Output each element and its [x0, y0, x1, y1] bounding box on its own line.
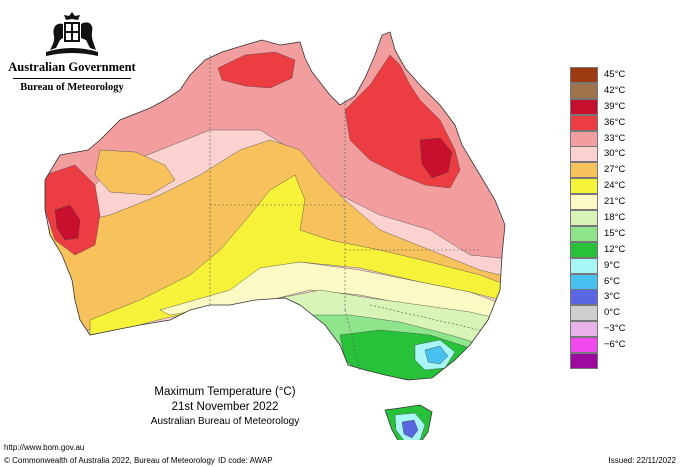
legend-label: −6°C [604, 339, 626, 351]
legend-label: 6°C [604, 275, 620, 287]
legend-label: 15°C [604, 227, 626, 239]
legend-swatch [570, 273, 598, 290]
legend-swatch [570, 162, 598, 179]
legend-label: 12°C [604, 243, 626, 255]
coat-of-arms-icon [46, 12, 98, 56]
state-borders [209, 55, 481, 371]
mainland-coastline [44, 31, 506, 381]
mainland-temperature-bands [45, 32, 505, 380]
legend-swatch [570, 241, 598, 258]
legend-swatch [570, 225, 598, 242]
legend-swatch [570, 114, 598, 131]
legend-swatch [570, 98, 598, 115]
australia-temperature-map [44, 31, 506, 440]
copyright-text: © Commonwealth of Australia 2022, Bureau… [4, 456, 215, 465]
legend-label: 0°C [604, 307, 620, 319]
legend-swatch [570, 178, 598, 195]
legend-swatch [570, 289, 598, 306]
legend-label: 21°C [604, 196, 626, 208]
government-name: Australian Government [8, 60, 136, 74]
legend-label: −3°C [604, 323, 626, 335]
legend-label: 42°C [604, 84, 626, 96]
legend-label: 24°C [604, 180, 626, 192]
id-code: ID code: AWAP [218, 456, 273, 465]
tasmania-coastline [384, 404, 433, 440]
issued-date: Issued: 22/11/2022 [608, 456, 676, 465]
legend-label: 36°C [604, 116, 626, 128]
legend-label: 30°C [604, 148, 626, 160]
logo-block: Australian Government Bureau of Meteorol… [8, 10, 136, 93]
legend-swatch [570, 321, 598, 338]
legend-swatch [570, 146, 598, 163]
legend-swatch [570, 305, 598, 322]
map-title: Maximum Temperature (°C) [154, 386, 296, 398]
logo-divider [13, 78, 131, 79]
map-title-block: Maximum Temperature (°C) 21st November 2… [120, 385, 330, 428]
legend-swatch [570, 337, 598, 354]
legend-label: 33°C [604, 132, 626, 144]
legend-swatch [570, 67, 598, 83]
legend-label: 18°C [604, 212, 626, 224]
legend-label: 39°C [604, 100, 626, 112]
legend-swatch [570, 257, 598, 274]
legend-swatch [570, 130, 598, 147]
bureau-name: Bureau of Meteorology [20, 82, 124, 93]
legend-label: 45°C [604, 69, 626, 80]
map-date: 21st November 2022 [171, 401, 279, 413]
legend-swatch [570, 82, 598, 99]
map-agency: Australian Bureau of Meteorology [150, 416, 300, 427]
website-link[interactable]: http://www.bom.gov.au [4, 443, 85, 452]
tasmania-temperature-bands [385, 405, 432, 440]
legend-swatch [570, 194, 598, 211]
legend-swatch [570, 353, 598, 370]
legend-label: 27°C [604, 164, 626, 176]
legend-label: 3°C [604, 291, 620, 303]
legend-label: 9°C [604, 259, 620, 271]
footer-bar: © Commonwealth of Australia 2022, Bureau… [0, 454, 680, 467]
legend-swatch [570, 210, 598, 227]
